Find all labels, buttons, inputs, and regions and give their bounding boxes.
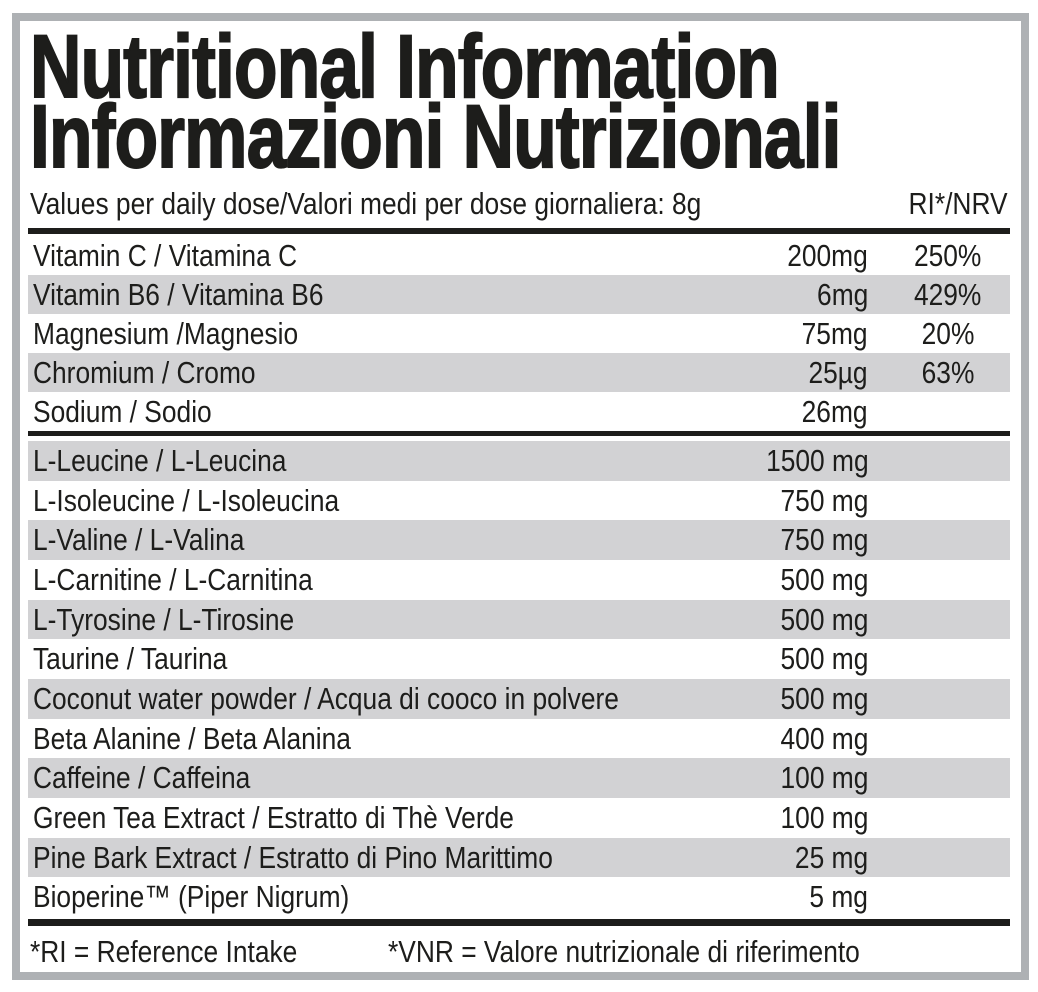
nutrient-amount: 26mg xyxy=(802,393,868,429)
table-row: Green Tea Extract / Estratto di Thè Verd… xyxy=(28,798,1010,838)
ingredient-amount: 750 mg xyxy=(780,482,868,518)
table-row: L-Carnitine / L-Carnitina 500 mg xyxy=(28,560,1010,600)
table-row: Caffeine / Caffeina 100 mg xyxy=(28,758,1010,799)
ri-nrv-column-header: RI*/NRV xyxy=(908,186,1008,221)
nutrient-name: Magnesium /Magnesio xyxy=(33,315,299,351)
nutrient-ri-percent: 250% xyxy=(914,237,982,273)
table-row: Vitamin C / Vitamina C 200mg 250% xyxy=(28,236,1010,275)
ingredient-name: Caffeine / Caffeina xyxy=(33,760,251,796)
header-divider xyxy=(28,228,1010,234)
vnr-footnote: *VNR = Valore nutrizionale di riferiment… xyxy=(388,934,860,969)
page-title: Nutritional Information Informazioni Nut… xyxy=(29,16,1038,186)
ingredient-ri-percent xyxy=(868,760,1010,796)
ingredient-name: Taurine / Taurina xyxy=(33,641,228,677)
ingredient-ri-percent xyxy=(868,721,1010,757)
ingredient-amount: 500 mg xyxy=(780,641,868,677)
page-title-italian: Informazioni Nutrizionali xyxy=(29,86,842,186)
nutrient-amount: 200mg xyxy=(787,237,868,273)
page-title-english: Nutritional Information xyxy=(29,16,780,116)
ingredient-name: L-Leucine / L-Leucina xyxy=(33,442,287,478)
ingredient-name: L-Carnitine / L-Carnitina xyxy=(33,561,313,597)
table-row: Chromium / Cromo 25µg 63% xyxy=(28,353,1010,392)
ingredient-name: Pine Bark Extract / Estratto di Pino Mar… xyxy=(33,839,553,875)
ingredient-ri-percent xyxy=(868,443,1010,479)
label-frame: Nutritional Information Informazioni Nut… xyxy=(12,13,1029,980)
ingredient-name: Beta Alanine / Beta Alanina xyxy=(33,720,351,756)
table-row: Pine Bark Extract / Estratto di Pino Mar… xyxy=(28,837,1010,878)
ingredient-amount: 750 mg xyxy=(780,522,868,558)
ingredient-amount: 100 mg xyxy=(780,799,868,835)
table-row: L-Leucine / L-Leucina 1500 mg xyxy=(28,441,1010,481)
table-row: L-Isoleucine / L-Isoleucina 750 mg xyxy=(28,481,1010,521)
ingredient-ri-percent xyxy=(868,800,1010,836)
nutrient-name: Sodium / Sodio xyxy=(33,393,212,429)
ingredient-ri-percent xyxy=(868,522,1010,558)
table-row: Vitamin B6 / Vitamina B6 6mg 429% xyxy=(28,275,1010,314)
ingredient-amount: 500 mg xyxy=(780,680,868,716)
table-row: Beta Alanine / Beta Alanina 400 mg xyxy=(28,719,1010,759)
ingredient-amount: 500 mg xyxy=(780,561,868,597)
nutrient-ri-percent xyxy=(868,394,1010,430)
nutrient-name: Chromium / Cromo xyxy=(33,354,256,390)
nutrient-name: Vitamin C / Vitamina C xyxy=(33,237,298,273)
ingredient-amount: 25 mg xyxy=(794,839,868,875)
nutrient-amount: 6mg xyxy=(816,276,868,312)
ingredient-name: L-Valine / L-Valina xyxy=(33,522,245,558)
nutrient-amount: 75mg xyxy=(802,315,868,351)
table-header: Values per daily dose/Valori medi per do… xyxy=(30,183,1008,225)
ri-footnote: *RI = Reference Intake xyxy=(30,934,298,969)
table-row: L-Valine / L-Valina 750 mg xyxy=(28,520,1010,561)
nutrient-ri-percent: 20% xyxy=(921,315,975,351)
ingredient-ri-percent xyxy=(868,879,1010,915)
ingredient-ri-percent xyxy=(868,681,1010,717)
nutrient-ri-percent: 63% xyxy=(921,354,975,390)
ingredient-amount: 500 mg xyxy=(780,601,868,637)
ingredient-name: Coconut water powder / Acqua di cooco in… xyxy=(33,680,619,716)
table-row: L-Tyrosine / L-Tirosine 500 mg xyxy=(28,599,1010,640)
ingredient-ri-percent xyxy=(868,840,1010,876)
ingredient-ri-percent xyxy=(868,483,1010,519)
ingredient-amount: 1500 mg xyxy=(766,442,869,478)
ingredient-ri-percent xyxy=(868,641,1010,677)
ingredient-name: L-Isoleucine / L-Isoleucina xyxy=(33,482,340,518)
dose-statement: Values per daily dose/Valori medi per do… xyxy=(30,186,702,221)
ingredient-name: Bioperine™ (Piper Nigrum) xyxy=(33,879,350,915)
nutrient-amount: 25µg xyxy=(808,354,868,390)
ingredient-amount: 5 mg xyxy=(809,879,868,915)
ingredients-table: L-Leucine / L-Leucina 1500 mg L-Isoleuci… xyxy=(28,441,1010,917)
footnotes: *RI = Reference Intake *VNR = Valore nut… xyxy=(30,931,1010,973)
table-row: Taurine / Taurina 500 mg xyxy=(28,639,1010,679)
ingredient-name: L-Tyrosine / L-Tirosine xyxy=(33,601,295,637)
ingredient-ri-percent xyxy=(868,602,1010,638)
footer-divider xyxy=(28,919,1010,926)
section-divider xyxy=(28,431,1010,436)
table-row: Bioperine™ (Piper Nigrum) 5 mg xyxy=(28,877,1010,917)
table-row: Magnesium /Magnesio 75mg 20% xyxy=(28,314,1010,353)
table-row: Sodium / Sodio 26mg xyxy=(28,392,1010,431)
ingredient-ri-percent xyxy=(868,562,1010,598)
nutrient-name: Vitamin B6 / Vitamina B6 xyxy=(33,276,324,312)
ingredient-name: Green Tea Extract / Estratto di Thè Verd… xyxy=(33,799,514,835)
table-row: Coconut water powder / Acqua di cooco in… xyxy=(28,679,1010,719)
ingredient-amount: 100 mg xyxy=(780,760,868,796)
micronutrients-table: Vitamin C / Vitamina C 200mg 250% Vitami… xyxy=(28,236,1010,431)
nutrient-ri-percent: 429% xyxy=(914,276,982,312)
ingredient-amount: 400 mg xyxy=(780,720,868,756)
